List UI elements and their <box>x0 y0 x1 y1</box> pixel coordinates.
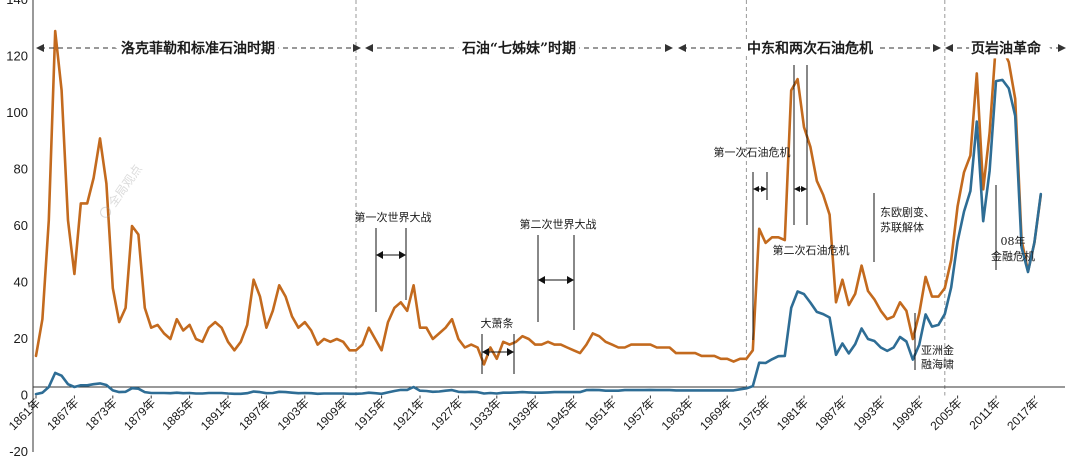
x-tick-label: 1999年 <box>889 396 926 433</box>
era-headers <box>36 44 1066 52</box>
x-tick-label: 1879年 <box>121 396 158 433</box>
x-tick-label: 1867年 <box>44 396 81 433</box>
series-layer <box>34 29 1043 396</box>
x-tick-label: 1957年 <box>620 396 657 433</box>
x-tick-label: 1939年 <box>505 396 542 433</box>
x-tick-label: 2011年 <box>966 396 1003 433</box>
x-tick-label: 1945年 <box>543 396 580 433</box>
y-tick-label: 80 <box>14 162 28 177</box>
x-tick-label: 1969年 <box>697 396 734 433</box>
annotation-depression: 大萧条 <box>481 316 514 330</box>
annotation-oil-crisis-1: 第一次石油危机 <box>714 145 791 159</box>
x-tick-label: 1885年 <box>159 396 196 433</box>
annotation-gfc-line2: 金融危机 <box>991 249 1035 263</box>
x-tick-label: 1963年 <box>659 396 696 433</box>
x-tick-label: 1903年 <box>275 396 312 433</box>
annotation-asia-line1: 亚洲金 <box>921 343 954 357</box>
y-tick-label: 140 <box>6 0 28 7</box>
y-tick-labels: -20 0 20 40 60 80 100 120 140 <box>6 0 28 456</box>
y-tick-label: 60 <box>14 218 28 233</box>
x-tick-label: 1909年 <box>313 396 350 433</box>
x-tick-label: 1921年 <box>390 396 427 433</box>
x-tick-labels: 1861年 1867年 1873年 1879年 1885年 1891年 1897年 1903年… <box>6 395 1042 433</box>
series-line-orange <box>34 29 1043 366</box>
y-tick-label: 120 <box>6 49 28 64</box>
event-markers <box>375 65 997 374</box>
y-tick-label: 100 <box>6 105 28 120</box>
watermark-logo-icon <box>100 206 112 218</box>
x-tick-label: 1993年 <box>851 396 888 433</box>
x-tick-label: 1987年 <box>812 396 849 433</box>
annotation-gfc-line1: 08年 <box>1001 234 1026 248</box>
annotation-ussr-line2: 苏联解体 <box>880 220 924 234</box>
era-divider-layer <box>355 0 946 396</box>
axis-layer <box>32 0 1065 452</box>
x-tick-label: 1975年 <box>735 396 772 433</box>
y-tick-label: 0 <box>21 388 28 403</box>
annotation-asia-line2: 融海啸 <box>921 357 954 371</box>
x-tick-label: 1873年 <box>83 396 120 433</box>
x-tick-label: 1951年 <box>582 396 619 433</box>
watermark-text: 全局观点 <box>105 162 145 210</box>
annotation-ww2: 第二次世界大战 <box>520 217 597 231</box>
annotation-ww1: 第一次世界大战 <box>355 210 432 224</box>
era-label-middle-east: 中东和两次石油危机 <box>747 40 873 57</box>
x-tick-label: 1891年 <box>198 396 235 433</box>
x-tick-label: 1897年 <box>236 396 273 433</box>
era-label-shale: 页岩油革命 <box>971 40 1042 57</box>
x-tick-label: 2017年 <box>1004 396 1041 433</box>
annotation-oil-crisis-2: 第二次石油危机 <box>773 243 850 257</box>
x-tick-label: 1933年 <box>467 396 504 433</box>
series-line-blue <box>34 78 1043 396</box>
x-tick-label: 1927年 <box>428 396 465 433</box>
y-tick-label: 20 <box>14 331 28 346</box>
x-tick-label: 1915年 <box>351 396 388 433</box>
era-label-seven-sisters: 石油“七姊妹”时期 <box>461 40 576 57</box>
era-label-rockefeller: 洛克菲勒和标准石油时期 <box>121 40 275 57</box>
y-tick-label: 40 <box>14 275 28 290</box>
annotation-ussr-line1: 东欧剧变、 <box>880 205 935 219</box>
y-tick-label: -20 <box>9 444 28 456</box>
x-tick-label: 2005年 <box>927 396 964 433</box>
x-tick-label: 1981年 <box>774 396 811 433</box>
